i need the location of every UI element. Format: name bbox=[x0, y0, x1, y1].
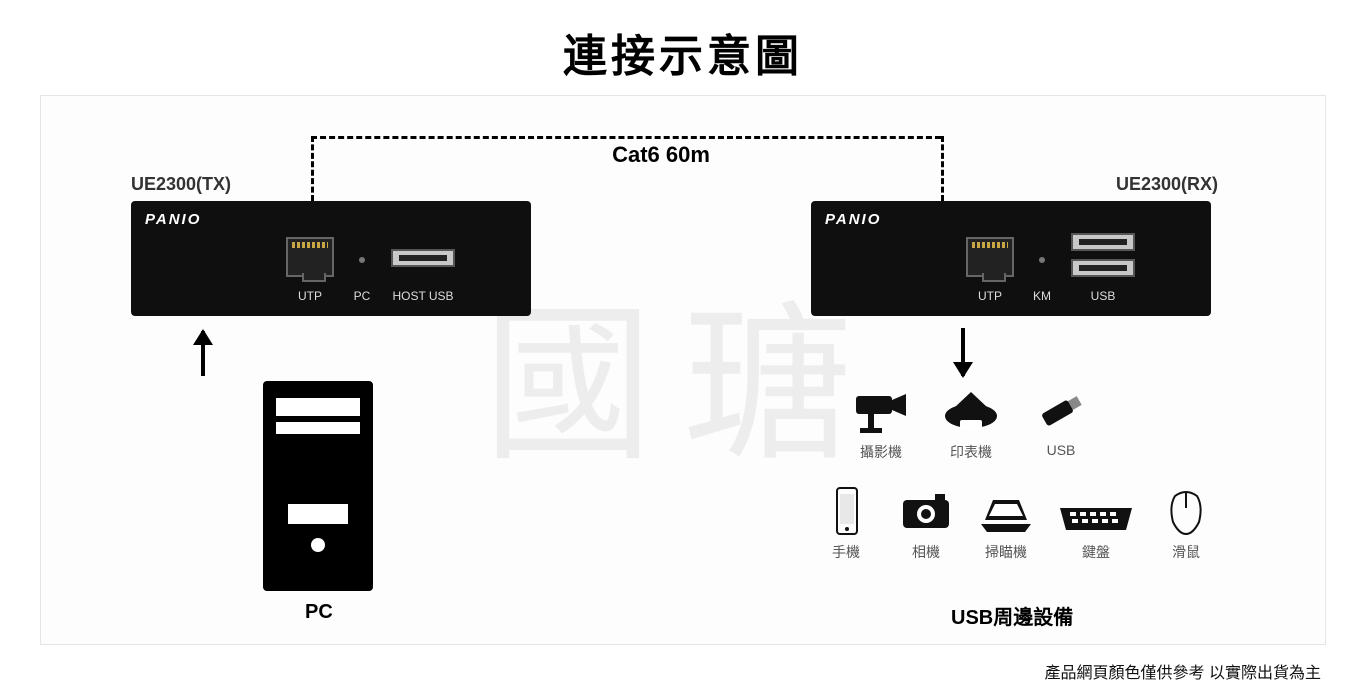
printer-icon bbox=[940, 386, 1002, 436]
pc-power-button-icon bbox=[311, 538, 325, 552]
periph-label: 印表機 bbox=[931, 442, 1011, 462]
link-label: Cat6 60m bbox=[561, 142, 761, 168]
tx-model-label: UE2300(TX) bbox=[131, 174, 231, 195]
pc-bay-1 bbox=[276, 398, 360, 416]
camera-icon bbox=[895, 486, 957, 536]
mouse-icon bbox=[1155, 486, 1217, 536]
periph-scanner: 掃瞄機 bbox=[971, 486, 1041, 562]
diagram-canvas: 國瑭 Cat6 60m UE2300(TX) PANIO UTP PC HOST… bbox=[40, 95, 1326, 645]
link-horizontal bbox=[311, 136, 941, 139]
periph-label: 滑鼠 bbox=[1151, 542, 1221, 562]
usb-section-label: USB周邊設備 bbox=[951, 601, 1073, 630]
cctv-icon bbox=[850, 386, 912, 436]
usb-stick-icon bbox=[1030, 386, 1092, 436]
tx-unit: PANIO UTP PC HOST USB bbox=[131, 201, 531, 316]
periph-keyboard: 鍵盤 bbox=[1051, 486, 1141, 562]
tx-hostusb-port bbox=[391, 249, 455, 267]
tx-utp-label: UTP bbox=[286, 289, 334, 303]
periph-label: 手機 bbox=[811, 542, 881, 562]
periph-cctv: 攝影機 bbox=[841, 386, 921, 462]
pc-bay-3 bbox=[288, 504, 348, 524]
periph-label: 掃瞄機 bbox=[971, 542, 1041, 562]
rx-km-label: KM bbox=[1027, 289, 1057, 303]
tx-brand: PANIO bbox=[145, 211, 201, 228]
arrow-pc-to-tx bbox=[201, 331, 205, 376]
keyboard-icon bbox=[1056, 486, 1136, 536]
periph-label: USB bbox=[1021, 442, 1101, 458]
tx-hostusb-label: HOST USB bbox=[381, 289, 465, 303]
footnote: 產品網頁顏色僅供參考 以實際出貨為主 bbox=[1045, 659, 1321, 683]
periph-mouse: 滑鼠 bbox=[1151, 486, 1221, 562]
tx-pc-label: PC bbox=[349, 289, 375, 303]
rx-utp-label: UTP bbox=[966, 289, 1014, 303]
rx-usb-port-2 bbox=[1071, 259, 1135, 277]
phone-icon bbox=[815, 486, 877, 536]
rx-brand: PANIO bbox=[825, 211, 881, 228]
link-left-drop bbox=[311, 136, 314, 201]
periph-printer: 印表機 bbox=[931, 386, 1011, 462]
arrow-rx-to-usb bbox=[961, 328, 965, 376]
periph-label: 鍵盤 bbox=[1051, 542, 1141, 562]
periph-phone: 手機 bbox=[811, 486, 881, 562]
periph-label: 攝影機 bbox=[841, 442, 921, 462]
pc-bay-2 bbox=[276, 422, 360, 434]
rx-usb-port-1 bbox=[1071, 233, 1135, 251]
pc-tower bbox=[263, 381, 373, 591]
link-right-drop bbox=[941, 136, 944, 201]
periph-label: 相機 bbox=[891, 542, 961, 562]
rx-unit: PANIO UTP KM USB bbox=[811, 201, 1211, 316]
rx-model-label: UE2300(RX) bbox=[1116, 174, 1218, 195]
tx-pc-led bbox=[359, 257, 365, 263]
rx-usb-label: USB bbox=[1071, 289, 1135, 303]
tx-utp-port bbox=[286, 237, 334, 277]
pc-label: PC bbox=[305, 601, 333, 624]
rx-km-led bbox=[1039, 257, 1045, 263]
page-title: 連接示意圖 bbox=[0, 0, 1366, 84]
periph-camera: 相機 bbox=[891, 486, 961, 562]
scanner-icon bbox=[975, 486, 1037, 536]
rx-utp-port bbox=[966, 237, 1014, 277]
periph-usbstick: USB bbox=[1021, 386, 1101, 458]
